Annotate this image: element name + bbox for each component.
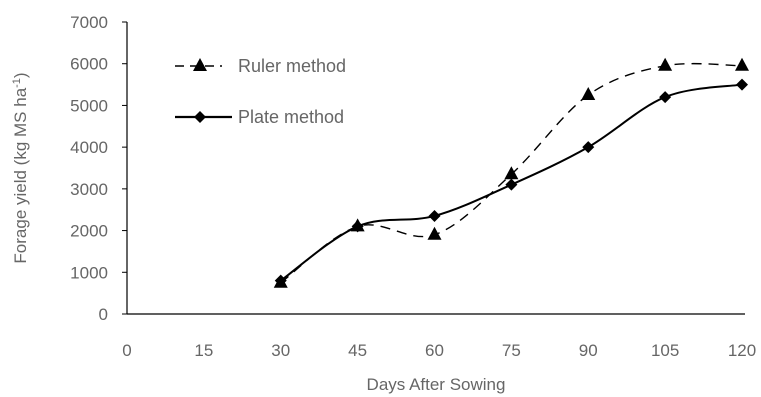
x-tick-label: 60 — [425, 341, 444, 360]
x-tick-label: 90 — [579, 341, 598, 360]
data-point-plate-method — [428, 209, 441, 222]
y-tick-label: 6000 — [70, 55, 108, 74]
y-axis-label: Forage yield (kg MS ha-1) — [11, 72, 30, 263]
x-axis-label: Days After Sowing — [367, 375, 506, 394]
legend: Ruler method Plate method — [175, 56, 346, 127]
x-tick-label: 75 — [502, 341, 521, 360]
y-tick-labels: 0 1000 2000 3000 4000 5000 6000 7000 — [70, 13, 127, 324]
y-axis-label-superscript: -1 — [11, 78, 23, 88]
y-tick-label: 1000 — [70, 263, 108, 282]
y-tick-label: 4000 — [70, 138, 108, 157]
legend-ruler-label: Ruler method — [238, 56, 346, 76]
data-point-ruler-method — [504, 166, 519, 180]
data-point-plate-method — [582, 141, 595, 154]
y-tick-label: 3000 — [70, 180, 108, 199]
series-plate-method — [274, 78, 748, 287]
series-ruler-method — [273, 57, 749, 288]
data-point-ruler-method — [350, 218, 365, 232]
chart-axes — [126, 22, 745, 315]
y-tick-label: 0 — [99, 305, 108, 324]
data-point-plate-method — [659, 91, 672, 104]
data-point-ruler-method — [658, 57, 673, 71]
x-tick-label: 120 — [728, 341, 756, 360]
x-tick-label: 15 — [194, 341, 213, 360]
series-layer — [273, 57, 749, 288]
data-point-ruler-method — [273, 274, 288, 288]
x-tick-label: 0 — [122, 341, 131, 360]
data-point-plate-method — [505, 178, 518, 191]
x-tick-label: 105 — [651, 341, 679, 360]
x-tick-label: 45 — [348, 341, 367, 360]
y-tick-label: 5000 — [70, 96, 108, 115]
data-point-ruler-method — [735, 57, 749, 71]
x-tick-label: 30 — [271, 341, 290, 360]
legend-plate-label: Plate method — [238, 107, 344, 127]
legend-item-ruler: Ruler method — [175, 56, 346, 76]
legend-item-plate: Plate method — [175, 107, 344, 127]
legend-ruler-triangle-icon — [193, 58, 207, 71]
y-axis-label-close: ) — [11, 72, 30, 78]
x-tick-labels: 0 15 30 45 60 75 90 105 120 — [122, 341, 756, 360]
data-point-ruler-method — [427, 226, 442, 240]
data-point-ruler-method — [581, 87, 596, 100]
y-tick-label: 2000 — [70, 222, 108, 241]
y-tick-label: 7000 — [70, 13, 108, 32]
legend-plate-diamond-icon — [194, 111, 206, 123]
y-axis-label-main: Forage yield (kg MS ha — [11, 87, 30, 263]
data-point-plate-method — [736, 78, 748, 91]
